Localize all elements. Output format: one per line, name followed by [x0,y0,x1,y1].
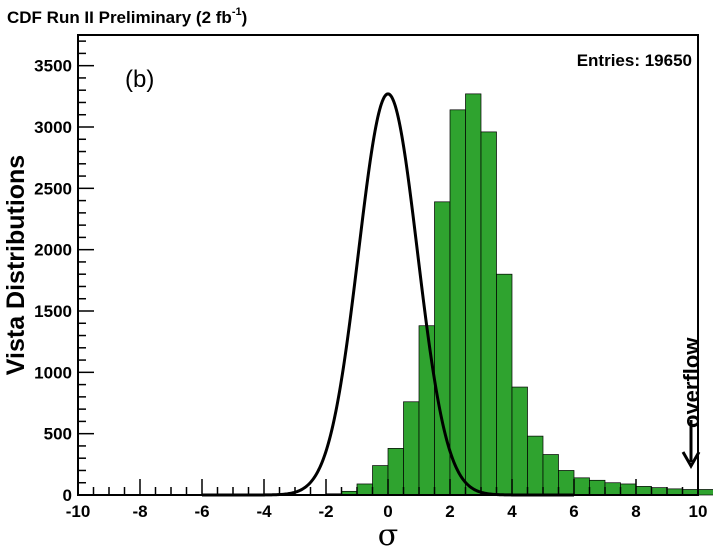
histogram-bar [542,454,559,496]
y-tick-label: 2000 [34,241,72,260]
entries-label: Entries: 19650 [577,51,692,70]
x-tick-label: -2 [318,502,333,521]
x-tick-label: -4 [256,502,272,521]
x-tick-label: 8 [631,502,640,521]
y-axis: 0 500 1000 1500 2000 2500 3000 3500 [34,40,94,505]
histogram-bar [372,465,389,496]
x-tick-label: -8 [132,502,147,521]
y-axis-label: Vista Distributions [2,155,30,375]
histogram-bars [279,93,713,496]
y-tick-label: 3000 [34,118,72,137]
x-tick-label: 0 [383,502,392,521]
overflow-label: overflow [679,337,704,428]
x-tick-label: 6 [569,502,578,521]
x-tick-label: 4 [507,502,517,521]
x-axis-label: σ [378,518,398,549]
y-tick-label: 1500 [34,302,72,321]
histogram-bar [620,483,637,496]
histogram-bar [449,109,466,496]
histogram-bar [480,131,497,496]
histogram-bar [403,401,420,496]
y-tick-label: 2500 [34,179,72,198]
x-tick-label: -6 [194,502,209,521]
histogram-bar [604,482,621,496]
histogram-bar [496,273,513,496]
chart-title-superscript: -1 [232,6,242,18]
histogram-bar [527,435,544,496]
y-tick-label: 1000 [34,363,72,382]
plot-frame [77,34,699,496]
histogram-bar [573,477,590,496]
x-tick-label: -10 [66,502,91,521]
y-tick-label: 500 [44,425,72,444]
chart-title-main: CDF Run II Preliminary (2 fb [7,8,232,27]
histogram-bar [434,201,451,496]
chart-title-suffix: ) [242,8,248,27]
histogram-bar [387,448,404,496]
histogram-bar [418,325,435,496]
histogram-bar [651,487,668,496]
histogram-bar [589,479,606,496]
y-tick-label: 3500 [34,57,72,76]
y-tick-label: 0 [63,486,72,505]
x-tick-label: 10 [689,502,708,521]
histogram-bar [635,486,652,496]
x-axis: -10 -8 -6 -4 -2 0 2 4 6 8 10 [66,479,708,521]
x-tick-label: 2 [445,502,454,521]
histogram-bar [356,483,373,496]
histogram-bar [511,386,528,496]
histogram-bar [465,93,482,496]
panel-label: (b) [125,66,154,93]
chart-title: CDF Run II Preliminary (2 fb-1) [7,6,247,27]
histogram-bar [558,470,575,496]
overflow-arrow-icon [681,420,701,470]
histogram-bar [697,489,713,496]
